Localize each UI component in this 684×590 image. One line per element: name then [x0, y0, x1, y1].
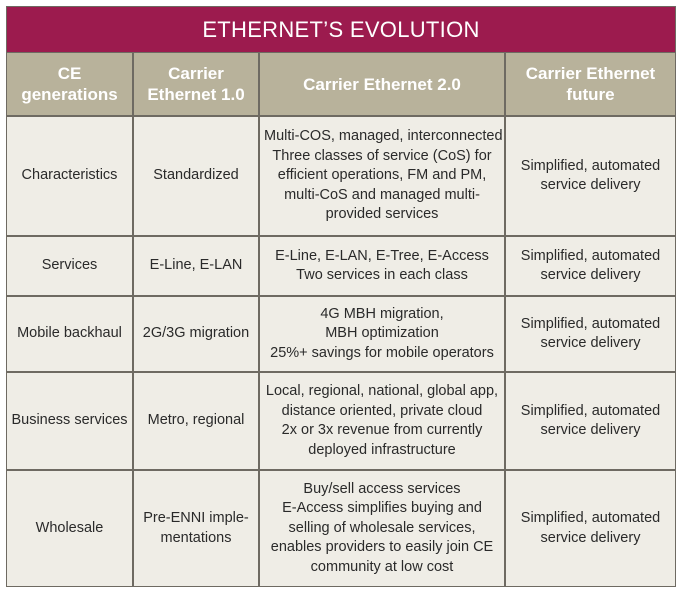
cell-text: MBH optimization	[325, 325, 439, 342]
ce2-cell: 4G MBH migration, MBH optimization 25%+ …	[259, 296, 506, 373]
ce1-cell: Standardized	[133, 116, 260, 237]
cell-text: service delivery	[540, 422, 641, 438]
ce1-cell: Pre-ENNI imple- mentations	[133, 470, 260, 586]
future-cell: Simplified, automated service delivery	[505, 296, 675, 373]
table-row: Wholesale Pre-ENNI imple- mentations Buy…	[7, 470, 675, 586]
cell-text: provided services	[325, 206, 439, 223]
cell-text: Simplified, automated	[520, 510, 661, 526]
cell-text: E-Line, E-LAN, E-Tree, E-Access	[275, 247, 489, 264]
table-title: ETHERNET’S EVOLUTION	[7, 7, 675, 53]
table-row: Mobile backhaul 2G/3G migration 4G MBH m…	[7, 296, 675, 373]
cell-text: distance oriented, private cloud	[281, 402, 483, 419]
cell-text: Multi-COS, managed, interconnected	[264, 128, 503, 145]
cell-text: Wholesale	[35, 519, 104, 536]
ce1-cell: E-Line, E-LAN	[133, 236, 260, 297]
future-cell: Simplified, automated service delivery	[505, 236, 675, 297]
header-row: CE generations Carrier Ethernet 1.0 Carr…	[7, 53, 675, 117]
cell-text: Simplified, automated	[520, 157, 661, 174]
header-carrier-ethernet-future: Carrier Ethernet future	[505, 53, 675, 117]
ce2-cell: E-Line, E-LAN, E-Tree, E-Access Two serv…	[259, 236, 506, 297]
cell-text: Pre-ENNI imple-	[143, 510, 249, 526]
cell-text: Metro, regional	[147, 412, 245, 429]
future-cell: Simplified, automated service delivery	[505, 470, 675, 586]
future-cell: Simplified, automated service delivery	[505, 372, 675, 471]
cell-text: service delivery	[540, 529, 641, 546]
cell-text: E-Access simplifies buying and	[282, 500, 482, 517]
cell-text: 25%+ savings for mobile operators	[270, 344, 494, 361]
cell-text: mentations	[160, 529, 232, 546]
future-cell: Simplified, automated service delivery	[505, 116, 675, 237]
ce2-cell: Multi-COS, managed, interconnected Three…	[259, 116, 506, 237]
cell-text: service delivery	[540, 267, 641, 283]
cell-text: Local, regional, national, global app,	[265, 383, 499, 399]
row-label: Mobile backhaul	[7, 296, 134, 373]
header-carrier-ethernet-1: Carrier Ethernet 1.0	[133, 53, 260, 117]
ce2-cell: Buy/sell access services E-Access simpli…	[259, 470, 506, 586]
cell-text: Simplified, automated	[520, 402, 661, 419]
cell-text: Mobile backhaul	[17, 325, 122, 342]
table-row: Business services Metro, regional Local,…	[7, 372, 675, 471]
comparison-table: CE generations Carrier Ethernet 1.0 Carr…	[7, 53, 675, 586]
cell-text: enables providers to easily join CE	[270, 539, 494, 556]
row-label: Business services	[7, 372, 134, 471]
cell-text: service delivery	[540, 335, 641, 351]
header-carrier-ethernet-2: Carrier Ethernet 2.0	[259, 53, 506, 117]
cell-text: Three classes of service (CoS) for	[272, 147, 492, 164]
cell-text: E-Line, E-LAN	[149, 257, 243, 274]
table-row: Characteristics Standardized Multi-COS, …	[7, 116, 675, 237]
cell-text: Simplified, automated	[520, 247, 661, 264]
cell-text: efficient operations, FM and PM,	[277, 167, 487, 184]
cell-text: service delivery	[540, 177, 641, 193]
ce1-cell: Metro, regional	[133, 372, 260, 471]
cell-text: Standardized	[153, 167, 239, 184]
row-label: Wholesale	[7, 470, 134, 586]
cell-text: Characteristics	[21, 167, 118, 184]
cell-text: deployed infrastructure	[308, 441, 456, 458]
cell-text: Simplified, automated	[520, 315, 661, 332]
row-label: Services	[7, 236, 134, 297]
cell-text: selling of wholesale services,	[288, 519, 476, 536]
table-row: Services E-Line, E-LAN E-Line, E-LAN, E-…	[7, 236, 675, 297]
cell-text: Services	[41, 257, 98, 274]
cell-text: multi-CoS and managed multi-	[284, 186, 480, 203]
cell-text: Two services in each class	[296, 267, 468, 283]
cell-text: 4G MBH migration,	[320, 305, 444, 322]
header-ce-generations: CE generations	[7, 53, 134, 117]
ethernet-evolution-table: ETHERNET’S EVOLUTION CE generations Carr…	[6, 6, 676, 587]
ce2-cell: Local, regional, national, global app, d…	[259, 372, 506, 471]
cell-text: Business services	[11, 412, 128, 429]
row-label: Characteristics	[7, 116, 134, 237]
cell-text: 2G/3G migration	[142, 325, 250, 342]
cell-text: community at low cost	[310, 558, 454, 575]
ce1-cell: 2G/3G migration	[133, 296, 260, 373]
cell-text: Buy/sell access services	[303, 480, 461, 497]
cell-text: 2x or 3x revenue from currently	[281, 422, 483, 438]
